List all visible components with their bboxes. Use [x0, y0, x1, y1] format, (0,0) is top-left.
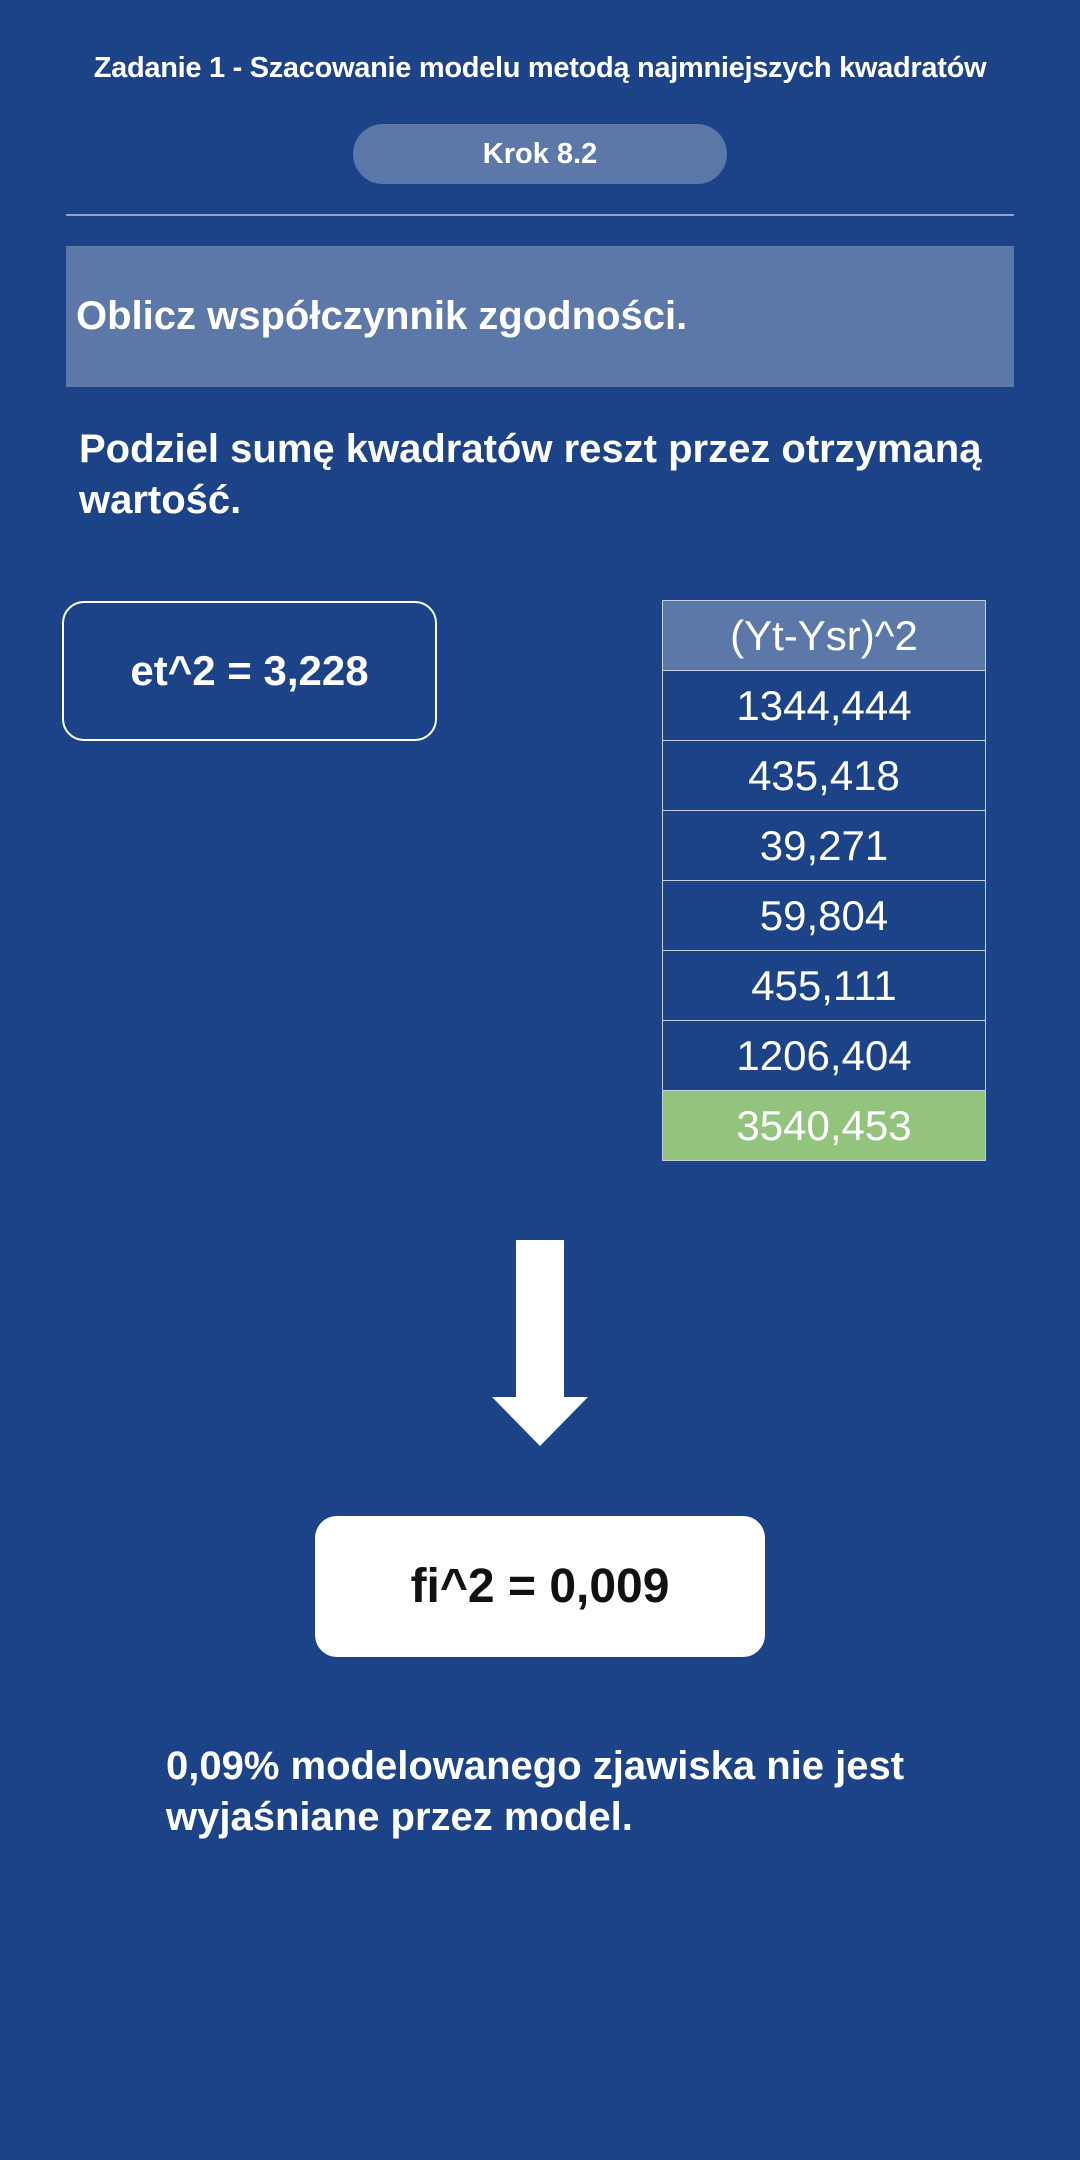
table-total-cell: 3540,453	[662, 1090, 986, 1161]
table-row: 39,271	[662, 810, 986, 881]
task-text: Oblicz współczynnik zgodności.	[76, 294, 688, 338]
table-total-row: 3540,453	[662, 1090, 986, 1161]
page-title: Zadanie 1 - Szacowanie modelu metodą naj…	[93, 52, 987, 84]
conclusion-text: 0,09% modelowanego zjawiska nie jest wyj…	[166, 1744, 905, 1839]
table-cell: 39,271	[662, 810, 986, 881]
arrow-down-icon	[492, 1240, 588, 1446]
table-cell: 1206,404	[662, 1020, 986, 1091]
task-box: Oblicz współczynnik zgodności.	[66, 246, 1014, 387]
table-header-cell: (Yt-Ysr)^2	[662, 600, 986, 671]
table-row: 59,804	[662, 880, 986, 951]
table-cell: 435,418	[662, 740, 986, 811]
result-label: fi^2 = 0,009	[410, 1560, 670, 1613]
table-row: 1206,404	[662, 1020, 986, 1091]
table-cell: 1344,444	[662, 670, 986, 741]
squares-table: (Yt-Ysr)^2 1344,444 435,418 39,271 59,80…	[662, 600, 986, 1161]
residuals-sum-box: et^2 = 3,228	[62, 601, 437, 741]
table-row: 435,418	[662, 740, 986, 811]
result-box: fi^2 = 0,009	[315, 1516, 765, 1657]
table-cell: 455,111	[662, 950, 986, 1021]
residuals-sum-label: et^2 = 3,228	[130, 647, 369, 694]
table-header-row: (Yt-Ysr)^2	[662, 600, 986, 671]
table-row: 1344,444	[662, 670, 986, 741]
step-badge: Krok 8.2	[353, 124, 727, 184]
divider	[66, 214, 1014, 216]
table-row: 455,111	[662, 950, 986, 1021]
table-cell: 59,804	[662, 880, 986, 951]
instruction-text: Podziel sumę kwadratów reszt przez otrzy…	[79, 427, 982, 522]
